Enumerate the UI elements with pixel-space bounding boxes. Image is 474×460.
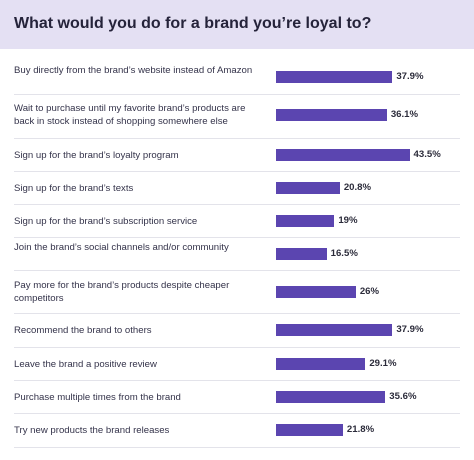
bar — [276, 358, 366, 370]
bar-category-label: Join the brand’s social channels and/or … — [14, 242, 229, 253]
bar — [276, 109, 387, 121]
row-divider — [14, 413, 460, 414]
bar-value-label: 29.1% — [369, 358, 397, 369]
bar-value-label: 21.8% — [346, 424, 375, 435]
bar — [276, 424, 343, 436]
bar-category-label: Try new products the brand releases — [14, 424, 170, 436]
bar — [276, 286, 356, 298]
bar-category-label: Pay more for the brand’s products despit… — [14, 280, 230, 304]
bar-value-label: 43.5% — [413, 149, 441, 160]
bar — [276, 182, 340, 194]
bar-category-label: Leave the brand a positive review — [14, 358, 157, 370]
bar-chart: Buy directly from the brand’s website in… — [0, 59, 474, 455]
row-divider — [14, 138, 460, 139]
row-divider — [14, 347, 460, 348]
chart-title: What would you do for a brand you’re loy… — [14, 15, 372, 32]
row-divider — [14, 447, 460, 448]
row-divider — [14, 204, 460, 205]
row-divider — [14, 380, 460, 381]
row-divider — [14, 237, 460, 238]
bar-value-label: 37.9% — [396, 71, 424, 82]
bar-value-label: 20.8% — [343, 182, 372, 193]
bar-category-label: Wait to purchase until my favorite brand… — [14, 103, 246, 127]
bar — [276, 324, 393, 336]
bar — [276, 215, 335, 227]
row-divider — [14, 94, 460, 95]
bar-value-label: 37.9% — [396, 324, 424, 335]
bar-category-label: Sign up for the brand’s loyalty program — [14, 149, 179, 161]
row-divider — [14, 270, 460, 271]
bar — [276, 391, 386, 403]
bar-value-label: 26% — [359, 286, 380, 297]
bar — [276, 71, 393, 83]
bar-value-label: 35.6% — [389, 391, 417, 402]
bar-category-label: Sign up for the brand’s subscription ser… — [14, 215, 198, 227]
bar — [276, 248, 327, 260]
row-divider — [14, 313, 460, 314]
bar-value-label: 16.5% — [330, 248, 358, 259]
bar-category-label: Purchase multiple times from the brand — [14, 391, 181, 403]
bar-category-label: Sign up for the brand’s texts — [14, 182, 134, 194]
bar-value-label: 19% — [338, 215, 358, 226]
bar-category-label: Buy directly from the brand’s website in… — [14, 65, 253, 76]
bar — [276, 149, 410, 161]
bar-category-label: Recommend the brand to others — [14, 324, 152, 336]
row-divider — [14, 171, 460, 172]
chart-header: What would you do for a brand you’re loy… — [0, 0, 474, 49]
bar-value-label: 36.1% — [390, 109, 419, 120]
